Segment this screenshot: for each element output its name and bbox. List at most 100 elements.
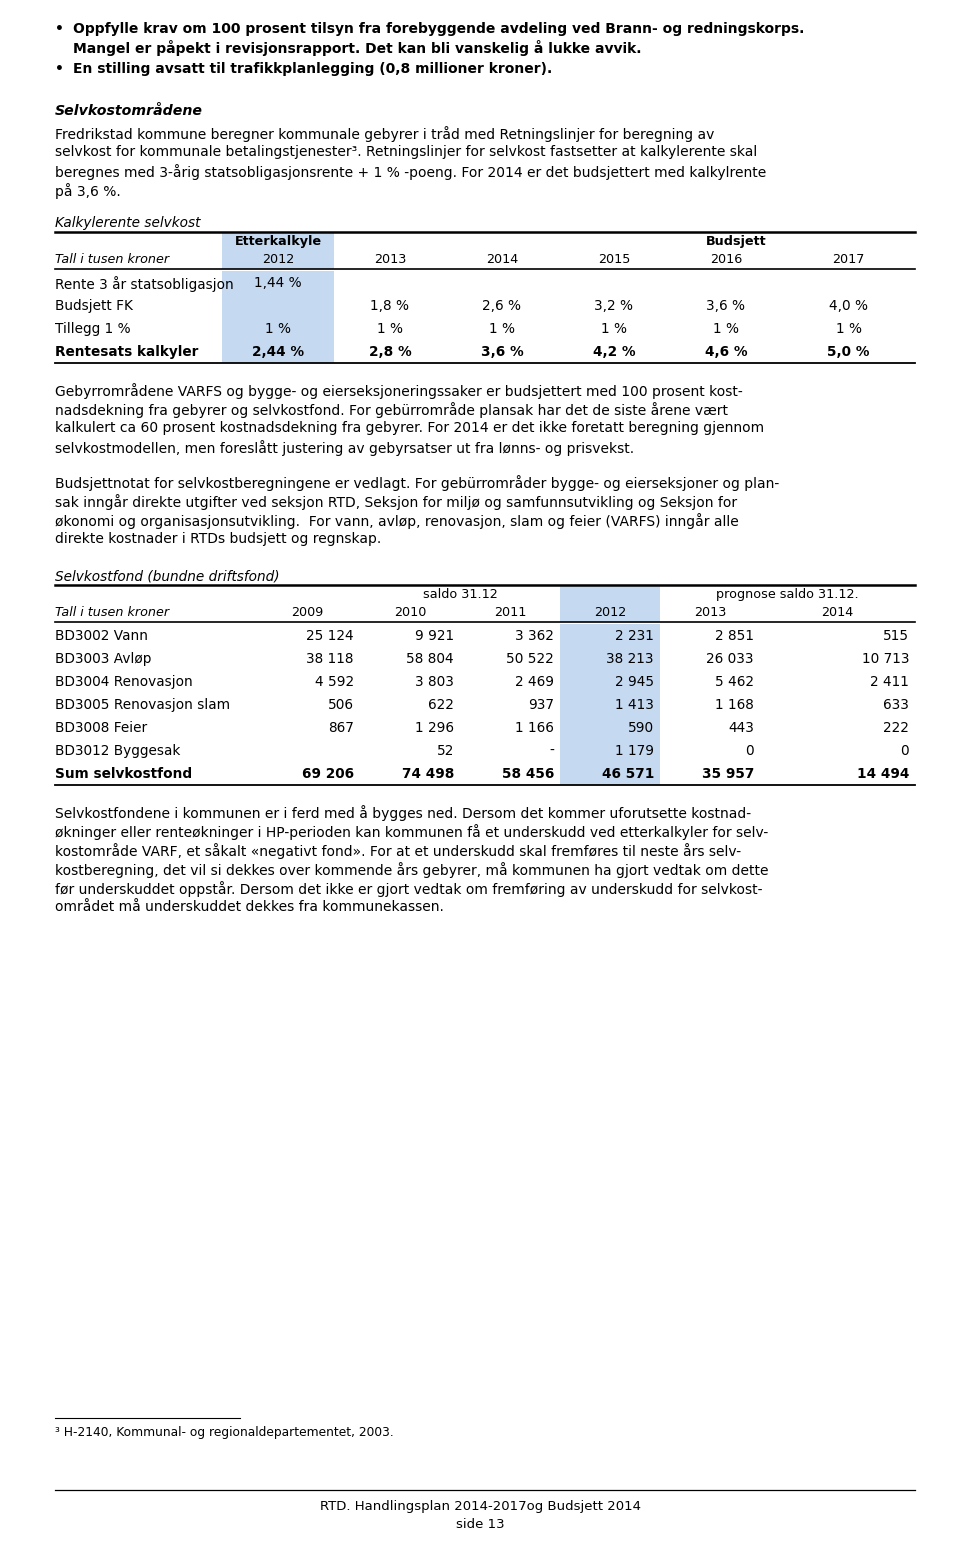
Bar [560,624,660,647]
Text: 58 804: 58 804 [406,652,454,666]
Text: 1,44 %: 1,44 % [254,276,301,290]
Text: selvkostmodellen, men foreslått justering av gebyrsatser ut fra lønns- og prisve: selvkostmodellen, men foreslått justerin… [55,441,635,456]
Text: 1 296: 1 296 [415,721,454,735]
Text: 506: 506 [328,698,354,712]
Text: direkte kostnader i RTDs budsjett og regnskap.: direkte kostnader i RTDs budsjett og reg… [55,532,381,546]
Text: 590: 590 [628,721,654,735]
Bar [222,233,334,251]
Text: -: - [549,744,554,758]
Text: 5,0 %: 5,0 % [828,345,870,359]
Text: 222: 222 [883,721,909,735]
Text: Budsjettnotat for selvkostberegningene er vedlagt. For gebürrområder bygge- og e: Budsjettnotat for selvkostberegningene e… [55,475,780,492]
Text: 58 456: 58 456 [502,767,554,781]
Text: Kalkylerente selvkost: Kalkylerente selvkost [55,216,201,230]
Text: 867: 867 [328,721,354,735]
Text: 2017: 2017 [832,253,865,267]
Bar [560,740,660,761]
Text: BD3005 Renovasjon slam: BD3005 Renovasjon slam [55,698,230,712]
Text: Rente 3 år statsobligasjon: Rente 3 år statsobligasjon [55,276,233,291]
Text: 1 %: 1 % [377,322,403,336]
Text: økninger eller renteøkninger i HP-perioden kan kommunen få et underskudd ved ett: økninger eller renteøkninger i HP-period… [55,824,768,840]
Text: 52: 52 [437,744,454,758]
Text: 50 522: 50 522 [506,652,554,666]
Text: Selvkostfondene i kommunen er i ferd med å bygges ned. Dersom det kommer uforuts: Selvkostfondene i kommunen er i ferd med… [55,804,751,821]
Bar [222,341,334,364]
Text: 2014: 2014 [486,253,518,267]
Text: 4,2 %: 4,2 % [592,345,636,359]
Bar [560,647,660,670]
Text: BD3012 Byggesak: BD3012 Byggesak [55,744,180,758]
Text: 35 957: 35 957 [702,767,754,781]
Text: 1 %: 1 % [835,322,861,336]
Bar [560,586,660,604]
Bar [560,717,660,740]
Text: 3 362: 3 362 [516,629,554,643]
Text: økonomi og organisasjonsutvikling.  For vann, avløp, renovasjon, slam og feier (: økonomi og organisasjonsutvikling. For v… [55,513,739,529]
Text: 2014: 2014 [822,606,853,619]
Text: 4,0 %: 4,0 % [829,299,868,313]
Text: 3,6 %: 3,6 % [481,345,523,359]
Text: 2 945: 2 945 [614,675,654,689]
Text: 1 %: 1 % [601,322,627,336]
Text: på 3,6 %.: på 3,6 %. [55,183,121,199]
Text: •: • [55,62,64,76]
Bar [560,693,660,717]
Text: Etterkalkyle: Etterkalkyle [234,234,322,248]
Text: 443: 443 [728,721,754,735]
Text: 2011: 2011 [493,606,526,619]
Bar [222,317,334,341]
Text: 4,6 %: 4,6 % [705,345,747,359]
Text: 2009: 2009 [292,606,324,619]
Text: 4 592: 4 592 [315,675,354,689]
Text: Selvkostfond (bundne driftsfond): Selvkostfond (bundne driftsfond) [55,569,279,582]
Text: 2015: 2015 [598,253,630,267]
Text: Budsjett FK: Budsjett FK [55,299,132,313]
Text: kalkulert ca 60 prosent kostnadsdekning fra gebyrer. For 2014 er det ikke foreta: kalkulert ca 60 prosent kostnadsdekning … [55,421,764,435]
Text: RTD. Handlingsplan 2014-2017og Budsjett 2014: RTD. Handlingsplan 2014-2017og Budsjett … [320,1499,640,1513]
Text: 937: 937 [528,698,554,712]
Text: nadsdekning fra gebyrer og selvkostfond. For gebürrområde plansak har det de sis: nadsdekning fra gebyrer og selvkostfond.… [55,402,728,418]
Text: 26 033: 26 033 [707,652,754,666]
Bar [222,271,334,294]
Bar [560,670,660,693]
Text: 2013: 2013 [373,253,406,267]
Text: 0: 0 [745,744,754,758]
Text: Tall i tusen kroner: Tall i tusen kroner [55,606,169,619]
Text: 10 713: 10 713 [861,652,909,666]
Text: kostberegning, det vil si dekkes over kommende års gebyrer, må kommunen ha gjort: kostberegning, det vil si dekkes over ko… [55,861,769,878]
Text: 3,2 %: 3,2 % [594,299,634,313]
Text: prognose saldo 31.12.: prognose saldo 31.12. [716,589,859,601]
Text: 515: 515 [883,629,909,643]
Text: 9 921: 9 921 [415,629,454,643]
Text: 14 494: 14 494 [856,767,909,781]
Text: BD3004 Renovasjon: BD3004 Renovasjon [55,675,193,689]
Text: 1 413: 1 413 [615,698,654,712]
Text: 2012: 2012 [262,253,294,267]
Text: 69 206: 69 206 [301,767,354,781]
Text: 622: 622 [428,698,454,712]
Text: En stilling avsatt til trafikkplanlegging (0,8 millioner kroner).: En stilling avsatt til trafikkplanleggin… [73,62,552,76]
Text: 46 571: 46 571 [602,767,654,781]
Text: kostområde VARF, et såkalt «negativt fond». For at et underskudd skal fremføres : kostområde VARF, et såkalt «negativt fon… [55,843,741,858]
Text: Selvkostområdene: Selvkostområdene [55,103,203,119]
Bar [560,604,660,623]
Text: 2 851: 2 851 [715,629,754,643]
Text: 2 469: 2 469 [515,675,554,689]
Text: sak inngår direkte utgifter ved seksjon RTD, Seksjon for miljø og samfunnsutvikl: sak inngår direkte utgifter ved seksjon … [55,495,737,510]
Text: 1 %: 1 % [713,322,739,336]
Text: 2 231: 2 231 [615,629,654,643]
Bar [560,761,660,784]
Text: området må underskuddet dekkes fra kommunekassen.: området må underskuddet dekkes fra kommu… [55,900,444,914]
Text: 3,6 %: 3,6 % [707,299,746,313]
Text: saldo 31.12: saldo 31.12 [422,589,497,601]
Text: Mangel er påpekt i revisjonsrapport. Det kan bli vanskelig å lukke avvik.: Mangel er påpekt i revisjonsrapport. Det… [73,40,641,55]
Text: Rentesats kalkyler: Rentesats kalkyler [55,345,199,359]
Text: 25 124: 25 124 [306,629,354,643]
Text: 1 168: 1 168 [715,698,754,712]
Text: 0: 0 [900,744,909,758]
Text: 38 213: 38 213 [607,652,654,666]
Text: 2012: 2012 [594,606,626,619]
Bar [222,251,334,270]
Text: 5 462: 5 462 [715,675,754,689]
Text: BD3008 Feier: BD3008 Feier [55,721,147,735]
